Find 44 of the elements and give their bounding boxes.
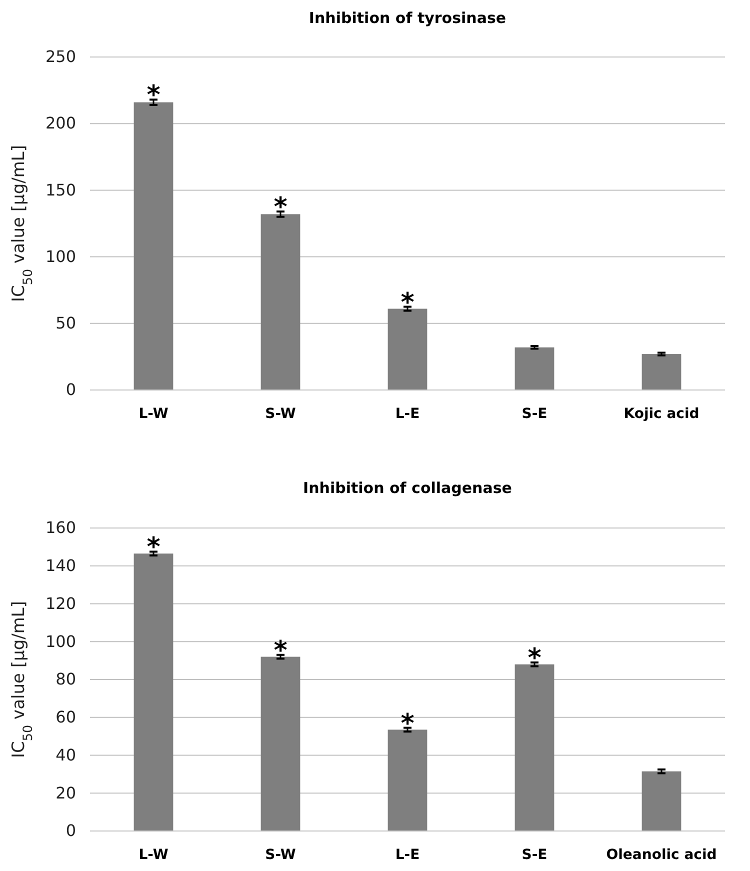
- y-tick-label: 80: [56, 670, 76, 689]
- y-tick-label: 100: [45, 632, 76, 651]
- annotation: *: [274, 636, 288, 666]
- annotation: *: [400, 288, 415, 318]
- x-tick-label: L-W: [138, 406, 168, 422]
- x-tick-label: Oleanolic acid: [606, 846, 717, 863]
- annotation: *: [400, 708, 415, 739]
- y-tick-label: 40: [56, 745, 76, 764]
- y-tick-label: 140: [45, 556, 76, 575]
- bar: [514, 347, 554, 390]
- bar: [642, 354, 682, 390]
- y-tick-label: 20: [56, 783, 76, 802]
- bar: [260, 656, 300, 831]
- bar: [134, 554, 174, 831]
- bar: [388, 308, 428, 390]
- x-tick-label: S-E: [522, 406, 548, 422]
- annotation: *: [146, 532, 161, 563]
- y-tick-label: 160: [45, 518, 76, 538]
- y-tick-label: 150: [45, 180, 76, 200]
- bar: [388, 730, 428, 831]
- y-tick-label: 100: [45, 246, 76, 266]
- x-tick-label: L-E: [395, 846, 420, 863]
- y-tick-label: 250: [45, 47, 76, 66]
- chart-title: Inhibition of collagenase: [303, 479, 512, 497]
- annotation: *: [528, 643, 542, 674]
- x-tick-label: Kojic acid: [624, 406, 700, 422]
- x-tick-label: S-W: [265, 846, 296, 863]
- x-tick-label: S-E: [522, 846, 548, 863]
- chart-title: Inhibition of tyrosinase: [308, 9, 506, 27]
- bar: [514, 664, 554, 831]
- y-tick-label: 200: [45, 114, 76, 133]
- annotation: *: [274, 192, 288, 223]
- x-tick-label: L-W: [138, 846, 168, 863]
- bar: [134, 102, 174, 390]
- bar: [642, 771, 682, 831]
- y-tick-label: 50: [56, 314, 76, 333]
- annotation: *: [146, 80, 161, 111]
- y-tick-label: 0: [66, 380, 76, 400]
- x-tick-label: L-E: [395, 406, 420, 422]
- bar: [260, 214, 300, 390]
- x-tick-label: S-W: [265, 406, 296, 422]
- y-tick-label: 120: [45, 594, 76, 613]
- y-tick-label: 0: [66, 821, 76, 840]
- y-tick-label: 60: [56, 707, 76, 726]
